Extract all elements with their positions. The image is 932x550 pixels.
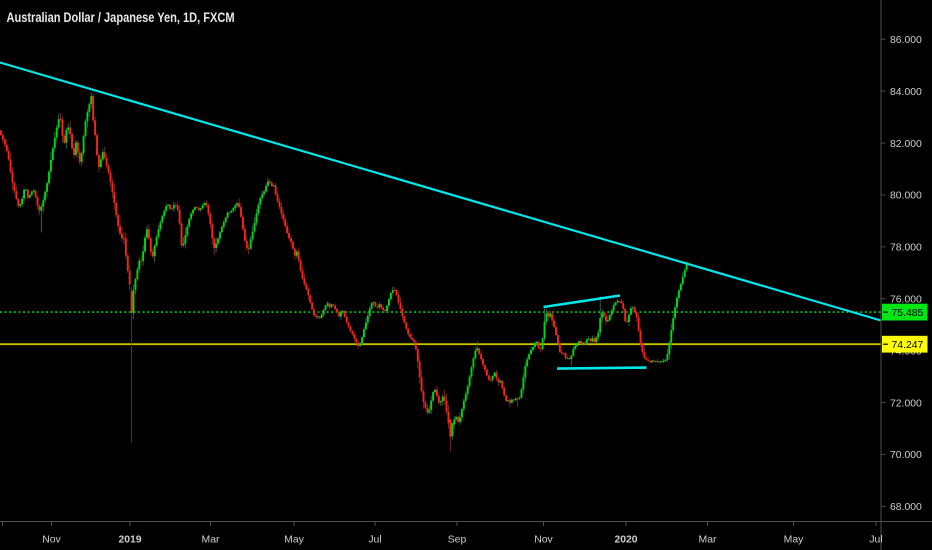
svg-text:86.000: 86.000 <box>890 35 922 46</box>
svg-text:75.485: 75.485 <box>892 308 924 319</box>
svg-text:78.000: 78.000 <box>890 243 922 254</box>
svg-text:2020: 2020 <box>614 535 637 546</box>
svg-text:76.000: 76.000 <box>890 295 922 306</box>
svg-text:Jul: Jul <box>368 535 381 546</box>
svg-text:74.247: 74.247 <box>892 340 924 351</box>
svg-text:2019: 2019 <box>118 535 141 546</box>
svg-text:Sep: Sep <box>448 535 467 546</box>
svg-text:Australian Dollar / Japanese Y: Australian Dollar / Japanese Yen, 1D, FX… <box>7 10 235 25</box>
svg-text:May: May <box>284 535 304 546</box>
svg-text:70.000: 70.000 <box>890 450 922 461</box>
svg-text:68.000: 68.000 <box>890 502 922 513</box>
svg-text:80.000: 80.000 <box>890 191 922 202</box>
svg-text:Jul: Jul <box>869 535 882 546</box>
svg-text:Nov: Nov <box>534 535 553 546</box>
svg-text:84.000: 84.000 <box>890 87 922 98</box>
svg-text:May: May <box>784 535 804 546</box>
svg-text:Mar: Mar <box>202 535 220 546</box>
svg-text:Mar: Mar <box>699 535 717 546</box>
svg-text:82.000: 82.000 <box>890 139 922 150</box>
svg-text:72.000: 72.000 <box>890 398 922 409</box>
svg-text:Nov: Nov <box>42 535 61 546</box>
